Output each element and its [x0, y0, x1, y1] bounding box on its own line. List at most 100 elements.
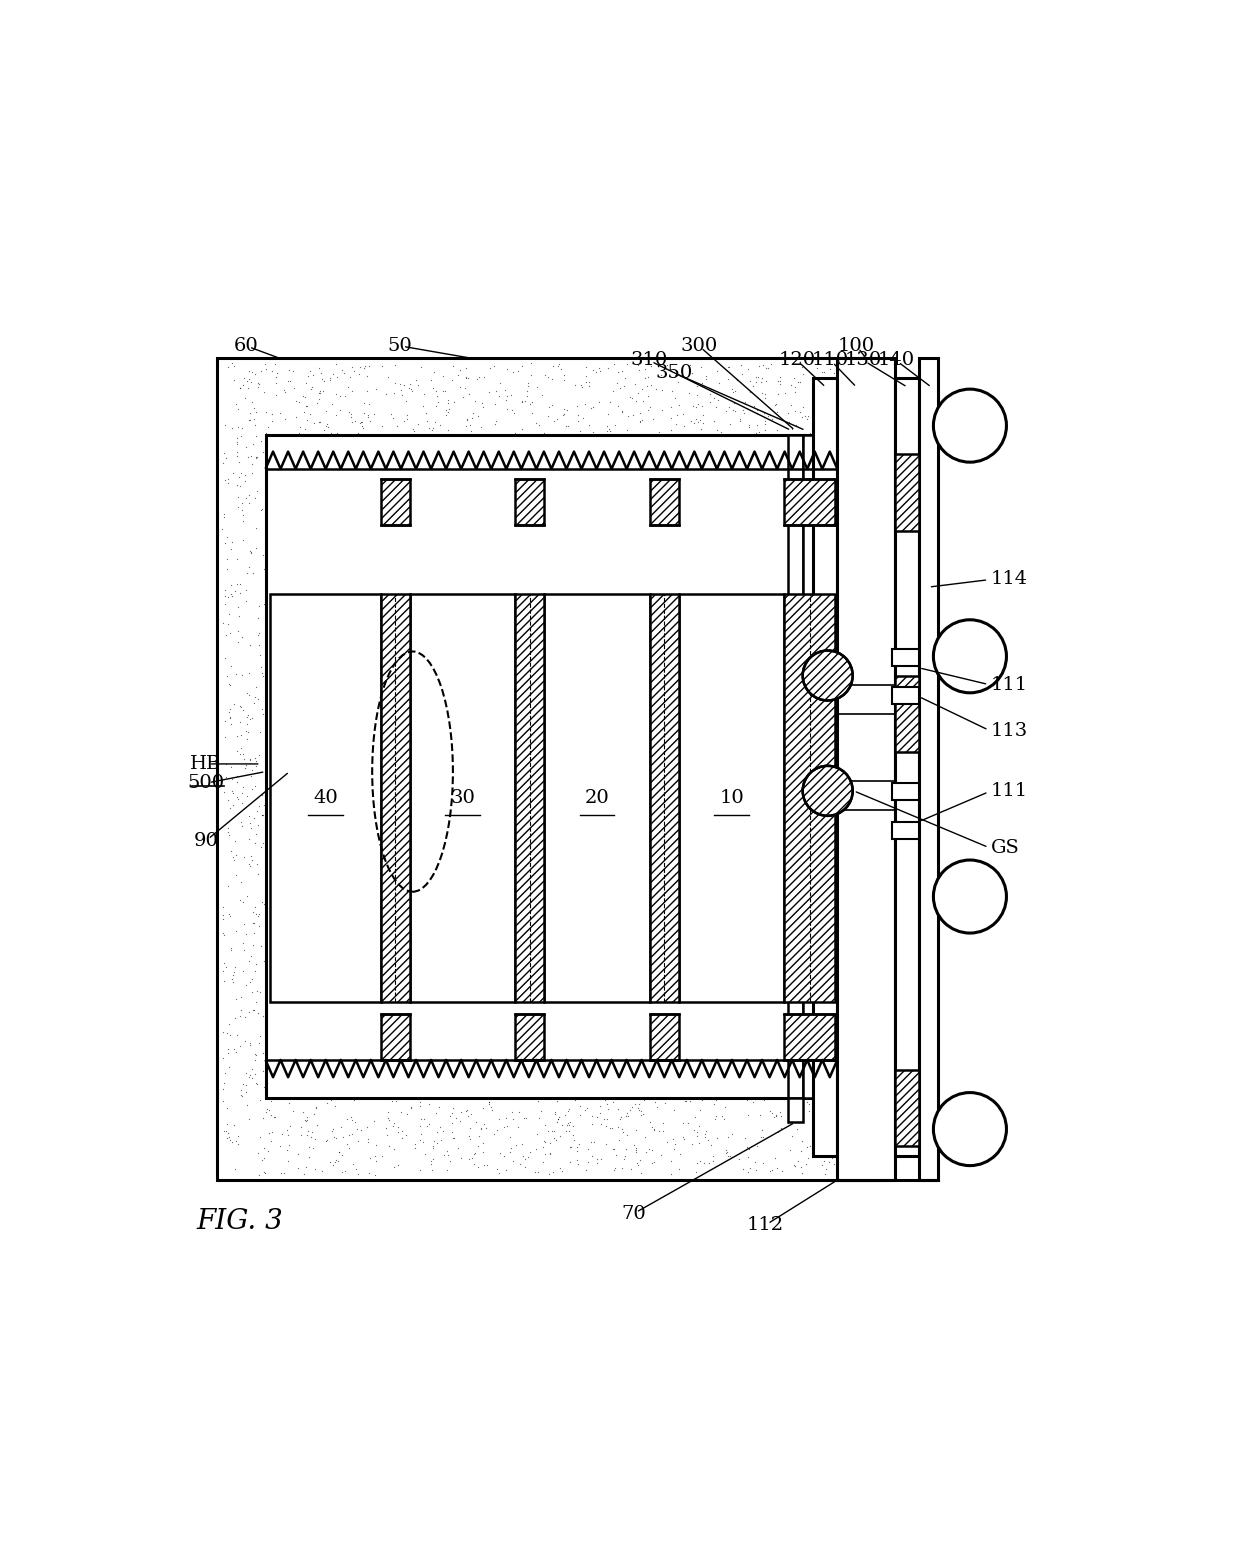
Point	[335, 955, 355, 980]
Point	[340, 453, 360, 478]
Point	[482, 579, 502, 604]
Point	[796, 1009, 816, 1034]
Point	[321, 747, 341, 772]
Point	[254, 1074, 274, 1099]
Point	[818, 781, 838, 806]
Point	[594, 543, 614, 568]
Point	[538, 963, 558, 988]
Point	[539, 514, 559, 539]
Point	[444, 526, 464, 551]
Point	[343, 1084, 363, 1109]
Point	[670, 393, 689, 418]
Point	[631, 999, 651, 1024]
Point	[309, 833, 329, 858]
Point	[632, 1057, 652, 1082]
Point	[348, 529, 368, 554]
Point	[817, 1129, 837, 1154]
Point	[568, 409, 588, 434]
Point	[247, 515, 267, 540]
Point	[383, 478, 403, 503]
Point	[826, 1146, 846, 1171]
Point	[482, 796, 502, 821]
Point	[347, 1063, 367, 1088]
Point	[808, 777, 828, 802]
Point	[760, 1159, 780, 1184]
Point	[541, 564, 560, 589]
Point	[515, 1106, 534, 1131]
Point	[494, 540, 513, 565]
Point	[573, 755, 593, 780]
Point	[494, 730, 513, 755]
Point	[233, 1084, 253, 1109]
Point	[370, 537, 389, 562]
Point	[746, 565, 766, 590]
Point	[779, 1110, 799, 1135]
Point	[620, 996, 640, 1021]
Point	[650, 431, 670, 456]
Point	[647, 431, 667, 456]
Point	[735, 581, 755, 606]
Point	[523, 744, 543, 769]
Point	[624, 650, 644, 675]
Point	[682, 459, 702, 484]
Point	[275, 407, 295, 432]
Point	[657, 537, 677, 562]
Point	[388, 830, 408, 855]
Point	[564, 998, 584, 1023]
Point	[309, 879, 329, 904]
Point	[537, 905, 557, 930]
Point	[599, 1082, 619, 1107]
Point	[433, 363, 453, 388]
Point	[719, 1005, 739, 1030]
Point	[825, 462, 844, 487]
Point	[650, 1034, 670, 1059]
Point	[853, 797, 873, 822]
Point	[552, 725, 572, 750]
Point	[724, 537, 744, 562]
Point	[471, 666, 491, 691]
Point	[579, 731, 599, 756]
Point	[587, 770, 606, 796]
Point	[312, 958, 332, 983]
Point	[347, 604, 367, 630]
Point	[480, 971, 500, 996]
Point	[218, 819, 238, 844]
Point	[454, 1060, 474, 1085]
Point	[625, 825, 645, 850]
Point	[758, 512, 777, 537]
Point	[372, 429, 392, 454]
Point	[611, 520, 631, 545]
Point	[589, 471, 609, 496]
Point	[801, 731, 821, 756]
Point	[439, 1143, 459, 1168]
Point	[241, 539, 260, 564]
Point	[854, 802, 874, 827]
Point	[480, 355, 500, 381]
Point	[825, 362, 844, 387]
Point	[776, 858, 796, 883]
Point	[517, 738, 537, 763]
Point	[758, 404, 777, 429]
Point	[825, 1120, 844, 1145]
Point	[856, 417, 875, 442]
Point	[272, 935, 291, 960]
Point	[527, 550, 547, 575]
Point	[505, 401, 525, 426]
Point	[839, 655, 859, 680]
Point	[603, 1137, 622, 1162]
Point	[810, 990, 830, 1015]
Point	[412, 1121, 432, 1146]
Point	[692, 395, 712, 420]
Point	[450, 922, 470, 947]
Point	[727, 785, 746, 810]
Point	[753, 1087, 773, 1112]
Point	[480, 1043, 500, 1068]
Point	[745, 570, 765, 595]
Point	[355, 949, 374, 974]
Point	[595, 1062, 615, 1087]
Point	[761, 623, 781, 648]
Point	[675, 766, 694, 791]
Point	[686, 792, 706, 817]
Point	[811, 550, 831, 575]
Point	[450, 570, 470, 595]
